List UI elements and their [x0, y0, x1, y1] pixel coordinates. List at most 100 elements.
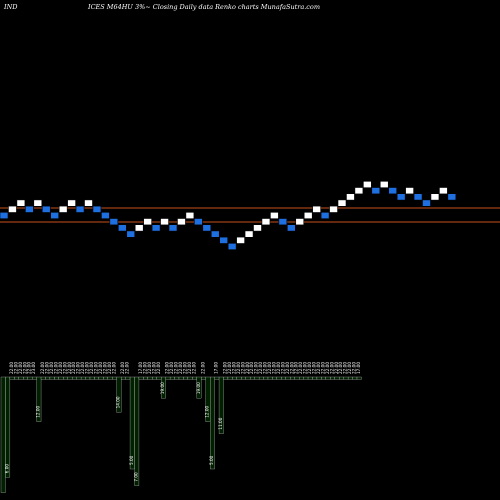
volume-bar: [174, 376, 180, 380]
volume-label: 22.00: [98, 362, 103, 374]
volume-bar: [63, 376, 68, 380]
volume-label: 17.00: [214, 362, 219, 374]
volume-bar: [223, 376, 229, 380]
volume-bar: [165, 376, 171, 380]
volume-label: 22.00: [200, 362, 205, 374]
volume-bar: [178, 376, 184, 380]
renko-brick-up: [270, 212, 279, 220]
volume-bar: [14, 376, 19, 380]
renko-brick-up: [143, 218, 152, 226]
renko-brick-down: [25, 205, 34, 213]
volume-bar: [49, 376, 55, 380]
volume-label: 22.00: [45, 362, 50, 374]
volume-label: 22.00: [334, 362, 339, 374]
renko-brick-up: [439, 187, 448, 195]
volume-bar: [334, 376, 340, 380]
volume-bar: [339, 376, 344, 380]
volume-label: 22.00: [111, 362, 116, 374]
volume-label: 22.00: [9, 362, 14, 374]
volume-label: 5.00: [209, 455, 214, 465]
volume-label: 11.00: [218, 417, 223, 429]
renko-brick-up: [261, 218, 271, 226]
volume-bar: [5, 376, 11, 478]
volume-label: 22.00: [263, 362, 268, 374]
volume-bar: [72, 376, 77, 380]
volume-label: 6.00: [4, 464, 9, 474]
volume-bar: [210, 376, 215, 470]
renko-brick-up: [160, 218, 169, 226]
volume-label: 22.00: [89, 362, 94, 374]
volume-label: 22.00: [125, 362, 130, 374]
volume-label: 23.00: [31, 362, 36, 374]
renko-brick-down: [50, 212, 60, 220]
volume-label: 22.00: [174, 362, 179, 374]
renko-brick-up: [185, 212, 195, 220]
renko-brick-down: [168, 224, 178, 232]
volume-bar: [156, 376, 162, 380]
header-title: ICES M64HU 3%~ Closing Daily data Renko …: [87, 3, 320, 11]
volume-label: 22.00: [347, 362, 352, 374]
volume-label: 22.00: [352, 362, 357, 374]
renko-brick-up: [405, 187, 414, 195]
volume-bar: [54, 376, 59, 380]
volume-label: 22.00: [289, 362, 294, 374]
volume-label: 22.00: [285, 362, 290, 374]
volume-bar: [343, 376, 349, 380]
renko-brick-down: [219, 236, 228, 244]
renko-brick-down: [194, 218, 203, 226]
volume-label: 17.00: [138, 362, 143, 374]
volume-label: 22.00: [325, 362, 330, 374]
volume-label: 22.00: [267, 362, 272, 374]
volume-label: 22.00: [85, 362, 90, 374]
renko-brick-down: [447, 193, 457, 201]
volume-label: 22.00: [303, 362, 308, 374]
volume-bar: [36, 376, 42, 422]
volume-label: 12.00: [36, 405, 41, 417]
volume-label: 22.00: [240, 362, 245, 374]
volume-label: 22.00: [245, 362, 250, 374]
volume-bar: [227, 376, 233, 380]
volume-bar: [254, 376, 260, 380]
volume-bar: [0, 376, 6, 493]
volume-bar: [147, 376, 153, 380]
renko-brick-down: [126, 230, 136, 238]
volume-label: 22.00: [307, 362, 312, 374]
volume-bar: [67, 376, 73, 380]
volume-label: 22.00: [102, 362, 107, 374]
volume-bar: [183, 376, 189, 380]
volume-label: 22.00: [191, 362, 196, 374]
volume-label: 22.00: [58, 362, 63, 374]
renko-brick-up: [244, 230, 254, 238]
renko-brick-down: [388, 187, 398, 195]
volume-bar: [94, 376, 100, 380]
volume-bar: [276, 376, 282, 380]
renko-brick-down: [278, 218, 288, 226]
volume-label: 22.00: [182, 362, 187, 374]
renko-brick-up: [295, 218, 305, 226]
volume-label: 22.00: [178, 362, 183, 374]
volume-bar: [201, 376, 206, 380]
renko-brick-up: [236, 236, 245, 244]
volume-label: 22.00: [93, 362, 98, 374]
renko-brick-up: [303, 212, 313, 220]
volume-label: 22.00: [320, 362, 325, 374]
volume-label: 22.00: [169, 362, 174, 374]
volume-label: 22.00: [316, 362, 321, 374]
renko-brick-down: [0, 212, 9, 220]
volume-bar: [98, 376, 104, 380]
renko-brick-up: [58, 205, 68, 213]
volume-label: 22.00: [254, 362, 259, 374]
volume-bar: [143, 376, 148, 380]
renko-brick-down: [151, 224, 161, 232]
volume-bar: [272, 376, 278, 380]
volume-bar: [116, 376, 122, 413]
volume-bar: [18, 376, 24, 380]
volume-bar: [303, 376, 309, 380]
volume-bar: [307, 376, 313, 380]
volume-label: 5.00: [129, 455, 134, 465]
volume-label: 22.00: [223, 362, 228, 374]
volume-bar: [285, 376, 291, 380]
volume-label: 22.00: [231, 362, 236, 374]
